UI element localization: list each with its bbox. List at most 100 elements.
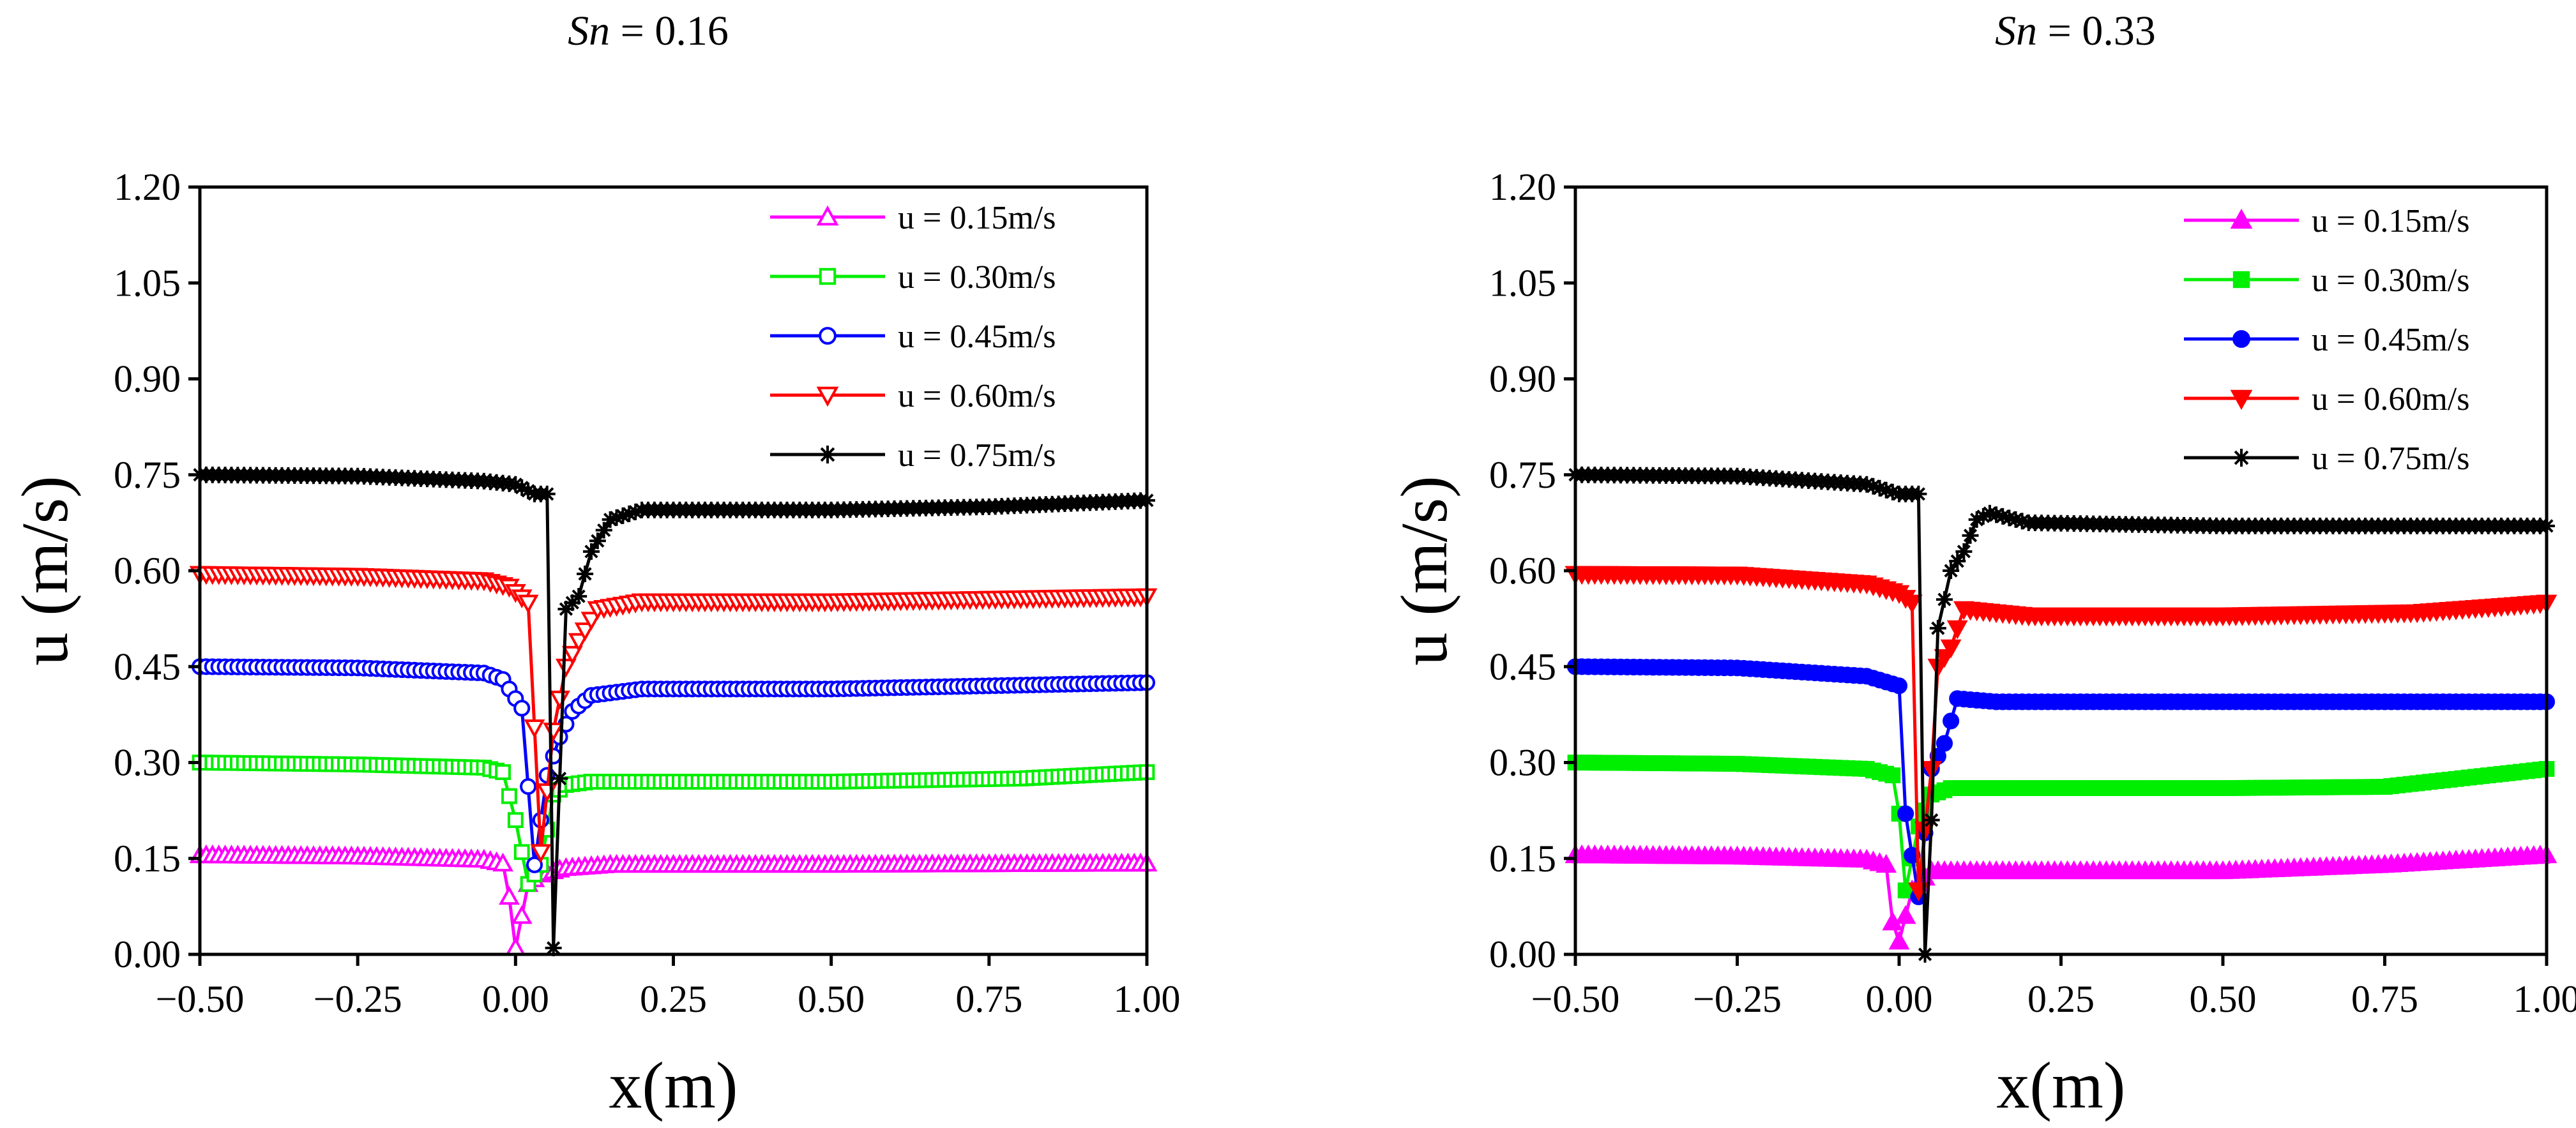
data-point [1940, 639, 1962, 659]
legend-label: u = 0.45m/s [898, 319, 1056, 355]
data-point [1895, 905, 1916, 924]
data-point [499, 885, 520, 905]
x-tick-label: 1.00 [2513, 978, 2576, 1020]
data-point [589, 532, 606, 550]
chart-panel-sn-033: Sn = 0.33 0.00 0.15 0.30 0.45 0.60 0.75 0.90 1.0… [1388, 8, 2576, 1122]
data-point [501, 788, 517, 804]
data-point [1914, 822, 1936, 841]
data-point [570, 588, 587, 605]
legend: u = 0.15m/s u = 0.30m/s u = 0.45m/s u = 0.6… [770, 200, 1056, 474]
x-tick-label: −0.50 [156, 978, 245, 1020]
x-tick-label: 0.75 [955, 978, 1022, 1020]
x-tick-label: 1.00 [1114, 978, 1181, 1020]
data-point [545, 748, 562, 765]
legend-marker [2230, 389, 2253, 410]
legend-marker [2230, 208, 2253, 229]
data-point [1936, 591, 1953, 608]
data-point [556, 658, 577, 678]
series-5 [1567, 466, 2555, 963]
legend-label: u = 0.60m/s [2312, 381, 2469, 417]
data-point [520, 778, 537, 795]
legend-marker [2232, 449, 2250, 467]
data-point [1890, 677, 1908, 695]
legend-label: u = 0.60m/s [898, 378, 1056, 414]
chart-title: Sn = 0.16 [568, 8, 729, 54]
data-point [1943, 712, 1960, 730]
legend-label: u = 0.45m/s [2312, 322, 2469, 358]
data-point [577, 566, 594, 583]
chart-title: Sn = 0.33 [1995, 8, 2156, 54]
series-5 [192, 466, 1155, 956]
y-tick-label: 0.90 [1489, 358, 1556, 400]
data-point [1955, 543, 1973, 560]
x-tick-label: −0.25 [314, 978, 402, 1020]
legend-marker [816, 386, 839, 407]
data-point [513, 700, 531, 717]
data-point [580, 612, 602, 631]
data-point [495, 764, 511, 780]
legend-item: u = 0.30m/s [770, 259, 1056, 296]
x-axis-label: x(m) [609, 1049, 738, 1122]
data-point [1901, 594, 1923, 614]
data-point [1884, 767, 1901, 783]
y-tick-label: 0.60 [114, 550, 181, 592]
chart-panel-sn-016: Sn = 0.16 0.00 0.15 0.30 0.45 0.60 0.75 0.90 1.0… [8, 8, 1181, 1122]
y-tick-label: 0.30 [114, 742, 181, 784]
y-tick-label: 1.05 [114, 262, 181, 304]
series-3 [191, 658, 1156, 873]
legend-marker [819, 446, 837, 463]
y-tick-label: 0.15 [114, 838, 181, 880]
series-4 [1565, 566, 2557, 901]
data-point [574, 622, 596, 642]
x-tick-label: 0.75 [2351, 978, 2418, 1020]
x-axis-label: x(m) [1996, 1049, 2125, 1122]
data-point [1897, 805, 1914, 822]
legend-marker [2232, 271, 2250, 289]
y-axis-label: u (m/s) [8, 476, 82, 666]
data-point [1968, 511, 1985, 528]
y-tick-label: 0.45 [114, 645, 181, 688]
series-1 [1565, 844, 2557, 950]
legend-item: u = 0.60m/s [2184, 381, 2469, 417]
data-point [1910, 485, 1927, 502]
legend-marker [819, 327, 837, 345]
series-1 [189, 844, 1158, 956]
data-point [568, 633, 589, 652]
x-tick-label: 0.50 [798, 978, 865, 1020]
legend-item: u = 0.60m/s [770, 378, 1056, 414]
data-point [524, 719, 545, 739]
data-point [1962, 527, 1979, 544]
data-point [1888, 930, 1910, 950]
data-point [492, 852, 513, 872]
legend-label: u = 0.15m/s [898, 200, 1056, 236]
x-tick-label: −0.50 [1531, 978, 1620, 1020]
x-tick-label: 0.00 [482, 978, 549, 1020]
data-point [1921, 761, 1943, 780]
legend-marker [816, 205, 839, 226]
y-tick-label: 0.00 [1489, 933, 1556, 975]
y-tick-label: 0.75 [114, 454, 181, 496]
data-point [1875, 854, 1897, 873]
data-point [561, 645, 583, 665]
data-point [513, 844, 530, 861]
data-point [530, 844, 552, 863]
legend-marker [819, 267, 837, 285]
data-point [1936, 735, 1953, 752]
data-point [551, 770, 568, 787]
y-tick-label: 0.00 [114, 933, 181, 975]
legend-item: u = 0.30m/s [2184, 262, 2469, 299]
x-tick-label: 0.00 [1866, 978, 1933, 1020]
data-point [614, 507, 632, 524]
y-tick-label: 1.05 [1489, 262, 1556, 304]
data-point [1929, 620, 1946, 637]
data-point [1981, 504, 1998, 522]
data-point [549, 690, 570, 710]
legend-item: u = 0.15m/s [2184, 203, 2469, 239]
legend-item: u = 0.75m/s [770, 437, 1056, 474]
legend-label: u = 0.30m/s [898, 259, 1056, 296]
data-point [1949, 552, 1966, 569]
data-point [1897, 882, 1914, 899]
legend-label: u = 0.75m/s [898, 437, 1056, 474]
legend-item: u = 0.45m/s [2184, 322, 2469, 358]
